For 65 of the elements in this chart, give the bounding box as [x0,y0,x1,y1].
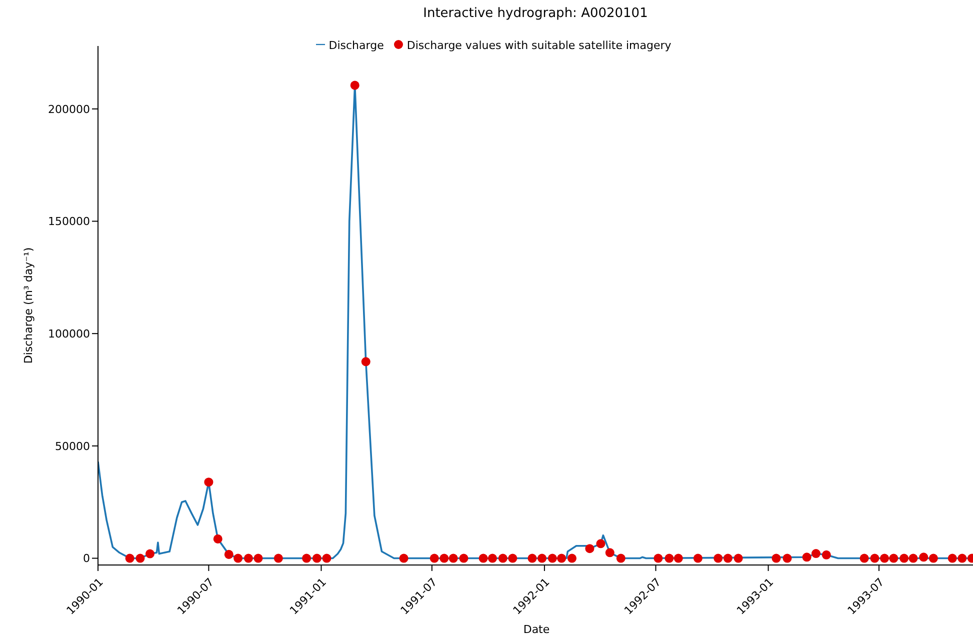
point [322,554,332,563]
point [860,554,869,563]
point [585,544,594,554]
point [870,554,880,563]
point [508,554,518,563]
point [567,554,576,563]
point [605,548,614,558]
point [616,554,626,563]
point [145,549,154,558]
point [714,554,723,563]
point [350,80,360,90]
point [596,539,606,548]
point [723,554,732,563]
point [361,357,370,366]
point [948,554,957,563]
point [312,554,322,563]
point [782,554,792,563]
point [557,554,566,563]
point [136,554,145,563]
legend-label: Discharge [328,39,384,52]
point [478,554,488,563]
point [234,554,243,563]
point [674,554,683,563]
point [654,554,663,563]
point [125,554,134,563]
point [811,549,821,558]
point [822,550,831,560]
point [459,554,468,563]
point [802,552,812,562]
point [772,554,781,563]
point [204,478,214,487]
y-tick-label: 150000 [48,215,90,228]
point [302,554,312,563]
point [440,554,449,563]
point [528,554,537,563]
chart-title: Interactive hydrograph: A0020101 [422,6,649,21]
point [919,552,928,562]
point [548,554,557,563]
point [244,554,253,563]
legend-label: Discharge values with suitable satellite imagery [406,39,672,52]
point [889,554,898,563]
point [900,554,909,563]
point [693,554,702,563]
y-tick-label: 50000 [55,440,90,453]
point [274,554,283,563]
y-tick-label: 200000 [48,102,90,116]
y-tick-label: 100000 [48,327,90,340]
point [430,554,439,563]
point [928,554,938,563]
point [537,554,547,563]
point [908,554,918,563]
point [664,554,674,563]
point [448,554,458,563]
point [488,554,497,563]
point [880,554,889,563]
x-axis-title: Date [523,623,550,636]
point [399,554,408,563]
point [254,554,263,563]
y-axis-title: Discharge (m³ day⁻¹) [22,247,35,364]
y-tick-label: 0 [83,552,90,566]
point [224,550,234,559]
point [734,554,743,563]
point [213,534,222,544]
point [498,554,508,563]
point [958,554,967,563]
